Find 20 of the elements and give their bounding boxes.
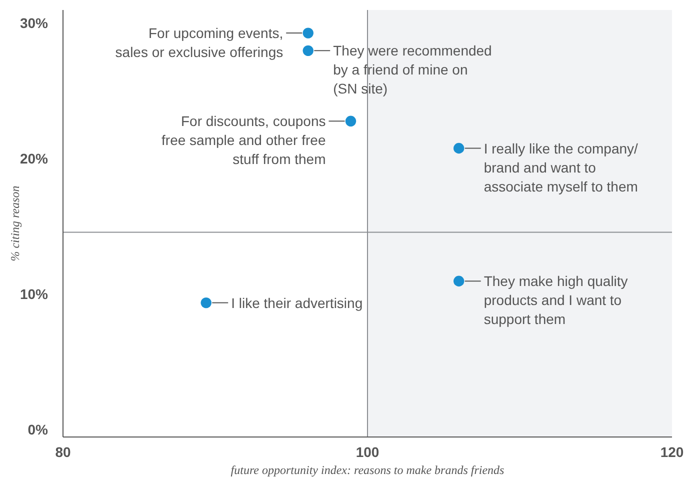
x-tick-label: 100 — [356, 444, 380, 460]
point — [200, 297, 212, 308]
y-tick-label: 30% — [20, 15, 49, 32]
point — [302, 45, 314, 56]
point — [345, 116, 356, 126]
y-axis-title: % citing reason — [8, 186, 22, 262]
annotation: For upcoming events, sales or exclusive offerings — [115, 25, 284, 60]
x-tick-label: 80 — [55, 444, 71, 460]
annotation: I really like the company/ brand and want to associate myself to them — [484, 140, 638, 194]
annotation: They make high quality products and I want to support them — [484, 273, 628, 328]
x-axis-title: future opportunity index: reasons to make brands friends — [230, 463, 505, 477]
y-tick-label: 10% — [20, 286, 49, 302]
y-tick-label: 0% — [28, 422, 49, 438]
point — [302, 28, 314, 38]
point — [454, 276, 464, 286]
x-tick-label: 120 — [660, 444, 684, 460]
annotation: I like their advertising — [231, 294, 363, 311]
y-tick-label: 20% — [20, 150, 49, 167]
annotation: For discounts, coupons free sample and other free stuff from them — [162, 113, 326, 168]
point — [454, 142, 464, 154]
